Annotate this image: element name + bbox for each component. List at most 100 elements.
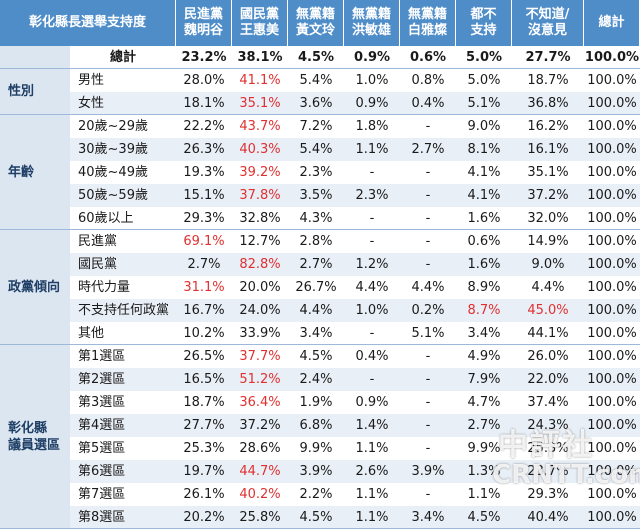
value-cell: 1.1% — [355, 142, 389, 157]
value-cell: 100.0% — [587, 188, 637, 203]
value-cell: 40.2% — [239, 487, 281, 502]
column-header: 無黨籍 洪敏雄 — [344, 0, 400, 46]
value-cell: - — [425, 487, 431, 502]
column-header-text: 無黨籍 黃文玲 — [295, 7, 335, 38]
table-row: 40歲~49歲 19.3% 39.2% 2.3% - - 4.1% 35.1% 100.0% — [70, 161, 640, 184]
value-cell: - — [425, 418, 431, 433]
column-header: 民進黨 魏明谷 — [176, 0, 232, 46]
value-cell: 45.0% — [527, 303, 569, 318]
value-cell: 44.7% — [239, 464, 281, 479]
value-cell: 25.8% — [239, 510, 281, 525]
group-label: 性別 — [0, 69, 70, 115]
column-header: 不知道/ 沒意見 — [512, 0, 584, 46]
value-cell: 100.0% — [587, 234, 637, 249]
table-row: 第5選區 25.3% 28.6% 9.9% 1.1% - 9.9% 25.3% 100.0% — [70, 437, 640, 460]
value-cell: 29.3% — [527, 487, 569, 502]
value-cell: 37.2% — [527, 188, 569, 203]
value-cell: 3.4% — [411, 510, 445, 525]
value-cell: - — [425, 211, 431, 226]
value-cell: 10.2% — [183, 326, 225, 341]
value-cell: 35.1% — [527, 165, 569, 180]
value-cell: 4.4% — [411, 280, 445, 295]
value-cell: 23.7% — [527, 464, 569, 479]
group-label: 年齡 — [0, 115, 70, 230]
value-cell: 0.4% — [411, 96, 445, 111]
row-label: 不支持任何政黨 — [78, 303, 170, 318]
value-cell: 18.1% — [183, 96, 225, 111]
row-label: 第7選區 — [78, 487, 126, 502]
value-cell: 19.7% — [183, 464, 225, 479]
value-cell: 23.2% — [181, 50, 227, 65]
value-cell: 18.7% — [183, 395, 225, 410]
value-cell: - — [369, 234, 375, 249]
value-cell: 20.0% — [239, 280, 281, 295]
value-cell: 22.2% — [183, 119, 225, 134]
row-label: 第8選區 — [78, 510, 126, 525]
row-label: 時代力量 — [78, 280, 131, 295]
value-cell: 5.4% — [299, 73, 333, 88]
table-row: 男性 28.0% 41.1% 5.4% 1.0% 0.8% 5.0% 18.7% 100.0% — [70, 69, 640, 92]
group-label: 政黨傾向 — [0, 230, 70, 345]
column-header: 無黨籍 白雅燦 — [400, 0, 456, 46]
value-cell: 0.6% — [467, 234, 501, 249]
value-cell: 9.9% — [299, 441, 333, 456]
group-label-text: 政黨傾向 — [8, 279, 61, 295]
value-cell: 12.7% — [239, 234, 281, 249]
value-cell: 5.1% — [411, 326, 445, 341]
column-header: 無黨籍 黃文玲 — [288, 0, 344, 46]
value-cell: 37.8% — [239, 188, 281, 203]
value-cell: - — [425, 234, 431, 249]
value-cell: - — [369, 165, 375, 180]
column-header-text: 不知道/ 沒意見 — [525, 7, 570, 38]
value-cell: - — [425, 441, 431, 456]
value-cell: 2.7% — [411, 142, 445, 157]
row-label: 第4選區 — [78, 418, 126, 433]
table-row: 第1選區 26.5% 37.7% 4.5% 0.4% - 4.9% 26.0% 100.0% — [70, 345, 640, 368]
value-cell: 100.0% — [587, 395, 637, 410]
group-label-text: 年齡 — [8, 164, 35, 180]
row-label: 男性 — [78, 73, 105, 88]
value-cell: 1.0% — [355, 303, 389, 318]
value-cell: 15.1% — [183, 188, 225, 203]
value-cell: 26.7% — [295, 280, 337, 295]
value-cell: 1.2% — [355, 257, 389, 272]
value-cell: 3.4% — [299, 326, 333, 341]
value-cell: 2.3% — [355, 188, 389, 203]
value-cell: 4.9% — [467, 349, 501, 364]
value-cell: - — [369, 211, 375, 226]
table-row: 不支持任何政黨 16.7% 24.0% 4.4% 1.0% 0.2% 8.7% 45.0% 10… — [70, 299, 640, 322]
value-cell: 40.3% — [239, 142, 281, 157]
total-row: 總計 23.2% 38.1% 4.5% 0.9% 0.6% 5.0% 27.7% 100.0% — [70, 46, 640, 69]
value-cell: 18.7% — [527, 73, 569, 88]
value-cell: 100.0% — [587, 349, 637, 364]
value-cell: 27.7% — [183, 418, 225, 433]
value-cell: 26.0% — [527, 349, 569, 364]
value-cell: 1.1% — [355, 487, 389, 502]
row-label: 國民黨 — [78, 257, 118, 272]
value-cell: - — [425, 349, 431, 364]
row-label: 40歲~49歲 — [78, 165, 148, 180]
value-cell: 36.8% — [527, 96, 569, 111]
value-cell: 8.9% — [467, 280, 501, 295]
value-cell: 100.0% — [587, 165, 637, 180]
value-cell: 3.4% — [467, 326, 501, 341]
value-cell: 26.3% — [183, 142, 225, 157]
value-cell: - — [425, 372, 431, 387]
value-cell: 100.0% — [584, 50, 640, 65]
value-cell: 5.4% — [299, 142, 333, 157]
value-cell: 1.9% — [299, 395, 333, 410]
value-cell: 1.6% — [467, 257, 501, 272]
value-cell: 2.8% — [299, 234, 333, 249]
value-cell: 1.3% — [467, 464, 501, 479]
value-cell: 100.0% — [587, 372, 637, 387]
group-label-text: 性別 — [8, 84, 35, 99]
value-cell: 29.3% — [183, 211, 225, 226]
column-header: 國民黨 王惠美 — [232, 0, 288, 46]
group-label-text: 彰化縣 議員選區 — [8, 420, 61, 453]
value-cell: 100.0% — [587, 487, 637, 502]
value-cell: 4.5% — [299, 510, 333, 525]
row-label: 20歲~29歲 — [78, 119, 148, 134]
value-cell: 28.0% — [183, 73, 225, 88]
group-divider — [0, 68, 640, 69]
